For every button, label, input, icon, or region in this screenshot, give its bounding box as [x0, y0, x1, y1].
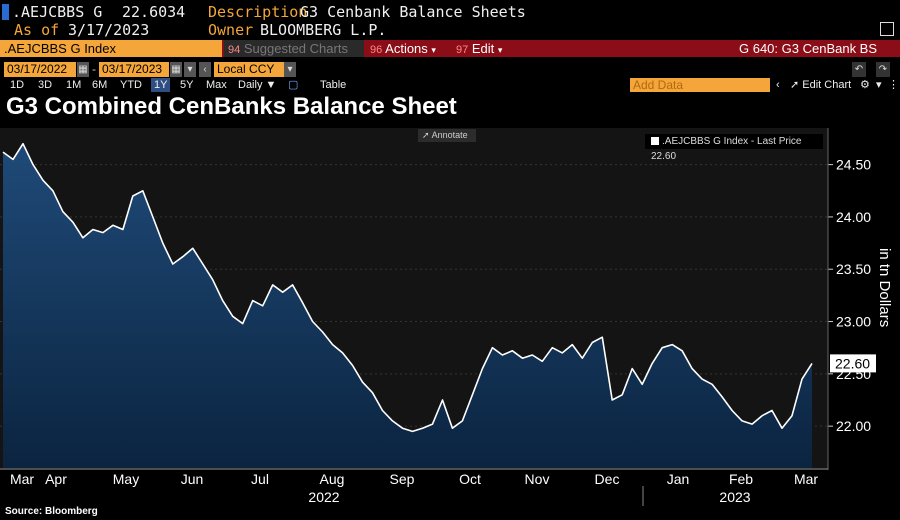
frequency-select[interactable]: Daily ▼ [238, 78, 276, 92]
ticker-flag [2, 4, 9, 20]
range-dropdown-icon[interactable]: ▾ [184, 62, 196, 77]
y-tick-label: 23.50 [836, 261, 871, 277]
add-data-field[interactable]: Add Data [630, 78, 770, 92]
frequency-label: Daily [238, 79, 263, 91]
actions-menu[interactable]: 96 Actions ▾ [366, 40, 450, 57]
last-value-label: 22.60 [835, 355, 870, 371]
x-tick-label: Sep [390, 471, 415, 487]
currency-select[interactable]: Local CCY [214, 62, 284, 77]
last-value-tag [830, 354, 876, 373]
source-note: Source: Bloomberg [5, 506, 98, 517]
undo-icon[interactable]: ↶ [852, 62, 866, 77]
annotate-icon: ➚ [422, 130, 430, 140]
security-field[interactable]: .AEJCBBS G Index [0, 40, 222, 57]
x-year-label: 2022 [308, 489, 339, 505]
actions-chevron-icon: ▾ [431, 45, 436, 55]
ticker-label[interactable]: .AEJCBBS G [12, 3, 103, 21]
x-tick-label: Apr [45, 471, 67, 487]
description-label: Description [208, 3, 308, 21]
page-id: G 640: G3 CenBank BS [735, 40, 882, 57]
settings-icon[interactable]: ⚙ [860, 79, 870, 91]
security-header: .AEJCBBS G 22.6034 Description G3 Cenban… [0, 0, 900, 40]
tab-5y[interactable]: 5Y [180, 79, 194, 91]
edit-num: 97 [456, 44, 469, 56]
y-tick-label: 24.00 [836, 209, 871, 225]
tab-1d[interactable]: 1D [10, 79, 25, 91]
add-data-chevron-icon[interactable]: ‹ [776, 79, 780, 91]
owner-label: Owner [208, 21, 254, 39]
edit-chart-label: Edit Chart [802, 79, 852, 91]
suggested-num: 94 [228, 44, 241, 56]
options-icon[interactable]: ⋮ [888, 79, 899, 91]
y-tick-label: 22.00 [836, 418, 871, 434]
actions-num: 96 [370, 44, 383, 56]
x-tick-label: Mar [10, 471, 34, 487]
x-tick-label: May [113, 471, 139, 487]
tab-3d[interactable]: 3D [38, 79, 53, 91]
start-date-field[interactable]: 03/17/2022 [4, 62, 76, 77]
x-year-label: 2023 [719, 489, 750, 505]
currency-chevron-icon[interactable]: ▾ [284, 62, 296, 77]
x-tick-label: Dec [595, 471, 620, 487]
security-field-text: .AEJCBBS G Index [4, 41, 116, 56]
x-axis: Mar Apr May Jun Jul Aug Sep Oct Nov Dec Jan Feb Mar 2… [0, 468, 828, 506]
edit-menu[interactable]: 97 Edit ▾ [452, 40, 516, 57]
tab-ytd[interactable]: YTD [120, 79, 142, 91]
x-tick-label: Jan [667, 471, 690, 487]
prev-period-icon[interactable]: ‹ [199, 62, 211, 77]
edit-label: Edit [471, 41, 495, 56]
asof-label: As of [14, 21, 60, 39]
series-line [2, 142, 813, 433]
tools-chevron-icon[interactable]: ▾ [876, 79, 882, 91]
x-tick-label: Oct [459, 471, 481, 487]
last-price: 22.6034 [122, 3, 186, 21]
x-tick-label: Feb [729, 471, 753, 487]
legend[interactable]: .AEJCBBS G Index - Last Price 22.60 [645, 134, 823, 162]
end-calendar-icon[interactable]: ▦ [170, 62, 182, 77]
y-tick-label: 24.50 [836, 157, 871, 173]
tab-1m[interactable]: 1M [66, 79, 82, 91]
end-date-field[interactable]: 03/17/2023 [99, 62, 169, 77]
x-tick-label: Jul [251, 471, 269, 487]
edit-chart-icon: ➚ [790, 79, 800, 91]
table-button[interactable]: Table [320, 79, 347, 91]
y-axis-label: in tn Dollars [876, 248, 893, 327]
legend-swatch [651, 137, 659, 146]
tab-1y[interactable]: 1Y [151, 78, 171, 92]
suggested-charts-button[interactable]: 94 Suggested Charts [224, 40, 364, 57]
tab-6m[interactable]: 6M [92, 79, 108, 91]
frequency-chevron-icon: ▼ [265, 79, 277, 91]
legend-text: .AEJCBBS G Index - Last Price 22.60 [651, 136, 802, 162]
range-separator: - [92, 62, 96, 76]
chart-title: G3 Combined CenBanks Balance Sheet [6, 93, 457, 120]
edit-chevron-icon: ▾ [497, 45, 503, 55]
annotate-button[interactable]: ➚ Annotate [418, 129, 476, 142]
annotate-label: Annotate [431, 130, 468, 140]
asof-value: 3/17/2023 [68, 21, 150, 39]
edit-chart-button[interactable]: ➚ Edit Chart [790, 78, 851, 92]
x-tick-label: Mar [794, 471, 818, 487]
actions-label: Actions [385, 41, 428, 56]
owner-value: BLOOMBERG L.P. [260, 21, 387, 39]
redo-icon[interactable]: ↷ [876, 62, 890, 77]
start-calendar-icon[interactable]: ▦ [77, 62, 89, 77]
y-tick-label: 23.00 [836, 314, 871, 330]
x-tick-label: Jun [181, 471, 204, 487]
x-tick-label: Nov [525, 471, 550, 487]
suggested-label: Suggested Charts [243, 41, 348, 56]
x-tick-label: Aug [320, 471, 345, 487]
tab-max[interactable]: Max [206, 79, 227, 91]
description-value: G3 Cenbank Balance Sheets [300, 3, 526, 21]
maximize-icon[interactable] [880, 22, 894, 36]
chart-type-icon[interactable]: ▢ [288, 79, 299, 91]
